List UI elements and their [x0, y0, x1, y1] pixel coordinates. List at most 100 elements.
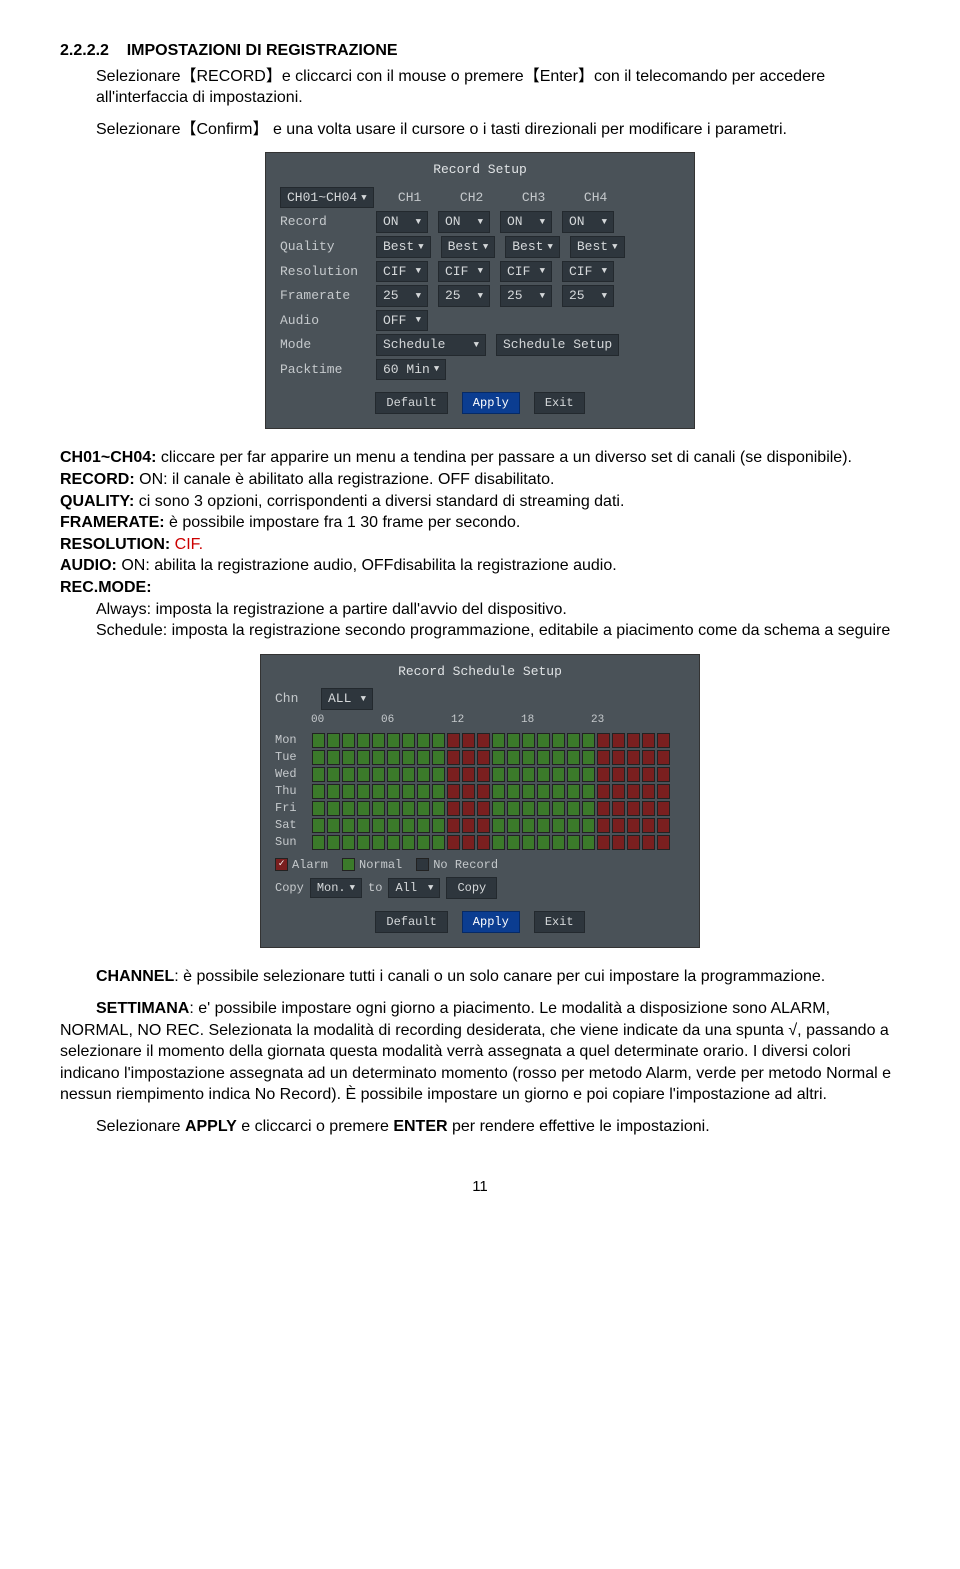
schedule-cell[interactable] — [477, 801, 490, 816]
schedule-cell[interactable] — [522, 733, 535, 748]
schedule-cell[interactable] — [447, 767, 460, 782]
schedule-cell[interactable] — [627, 835, 640, 850]
schedule-cell[interactable] — [447, 801, 460, 816]
schedule-cell[interactable] — [567, 733, 580, 748]
schedule-cell[interactable] — [597, 801, 610, 816]
schedule-cell[interactable] — [582, 784, 595, 799]
schedule-cell[interactable] — [552, 801, 565, 816]
audio-dropdown[interactable]: OFF▼ — [376, 310, 428, 332]
schedule-cell[interactable] — [612, 818, 625, 833]
schedule-cell[interactable] — [582, 750, 595, 765]
schedule-cell[interactable] — [342, 835, 355, 850]
schedule-cell[interactable] — [567, 750, 580, 765]
schedule-cell[interactable] — [537, 784, 550, 799]
schedule-cell[interactable] — [477, 733, 490, 748]
schedule-cell[interactable] — [567, 784, 580, 799]
schedule-cell[interactable] — [327, 767, 340, 782]
schedule-cell[interactable] — [567, 801, 580, 816]
schedule-cell[interactable] — [402, 818, 415, 833]
schedule-cell[interactable] — [657, 784, 670, 799]
schedule-cell[interactable] — [537, 835, 550, 850]
schedule-cell[interactable] — [402, 801, 415, 816]
record-ch3-dropdown[interactable]: ON▼ — [500, 211, 552, 233]
schedule-cell[interactable] — [507, 818, 520, 833]
schedule-cell[interactable] — [387, 818, 400, 833]
schedule-cell[interactable] — [402, 750, 415, 765]
schedule-cell[interactable] — [612, 801, 625, 816]
schedule-cell[interactable] — [372, 818, 385, 833]
schedule-cell[interactable] — [432, 767, 445, 782]
schedule-cell[interactable] — [462, 835, 475, 850]
schedule-cell[interactable] — [342, 784, 355, 799]
schedule-cell[interactable] — [477, 835, 490, 850]
schedule-cell[interactable] — [522, 801, 535, 816]
schedule-cell[interactable] — [477, 784, 490, 799]
schedule-cell[interactable] — [357, 835, 370, 850]
schedule-cell[interactable] — [492, 801, 505, 816]
copy-to-dropdown[interactable]: All▼ — [388, 878, 440, 898]
schedule-cell[interactable] — [657, 818, 670, 833]
schedule-cell[interactable] — [597, 750, 610, 765]
schedule-cell[interactable] — [507, 801, 520, 816]
schedule-cell[interactable] — [567, 767, 580, 782]
schedule-cell[interactable] — [462, 818, 475, 833]
schedule-cell[interactable] — [627, 767, 640, 782]
schedule-cell[interactable] — [627, 784, 640, 799]
schedule-cell[interactable] — [507, 784, 520, 799]
schedule-cell[interactable] — [642, 767, 655, 782]
framerate-ch3-dropdown[interactable]: 25▼ — [500, 285, 552, 307]
schedule-cell[interactable] — [462, 750, 475, 765]
copy-button[interactable]: Copy — [446, 877, 497, 899]
apply-button[interactable]: Apply — [462, 392, 520, 414]
schedule-cell[interactable] — [507, 767, 520, 782]
schedule-cell[interactable] — [582, 818, 595, 833]
exit-button[interactable]: Exit — [534, 392, 585, 414]
quality-ch1-dropdown[interactable]: Best▼ — [376, 236, 431, 258]
default-button[interactable]: Default — [375, 911, 447, 933]
packtime-dropdown[interactable]: 60 Min▼ — [376, 359, 446, 381]
schedule-cell[interactable] — [612, 835, 625, 850]
schedule-cell[interactable] — [537, 767, 550, 782]
schedule-cell[interactable] — [627, 733, 640, 748]
quality-ch3-dropdown[interactable]: Best▼ — [505, 236, 560, 258]
schedule-cell[interactable] — [417, 750, 430, 765]
schedule-cell[interactable] — [402, 784, 415, 799]
schedule-cell[interactable] — [387, 784, 400, 799]
schedule-cell[interactable] — [357, 750, 370, 765]
schedule-cell[interactable] — [642, 801, 655, 816]
schedule-cell[interactable] — [372, 784, 385, 799]
schedule-cell[interactable] — [522, 750, 535, 765]
schedule-cell[interactable] — [432, 750, 445, 765]
schedule-cell[interactable] — [477, 750, 490, 765]
schedule-cell[interactable] — [567, 818, 580, 833]
schedule-setup-button[interactable]: Schedule Setup — [496, 334, 619, 356]
schedule-cell[interactable] — [312, 767, 325, 782]
schedule-cell[interactable] — [642, 784, 655, 799]
schedule-cell[interactable] — [372, 835, 385, 850]
schedule-cell[interactable] — [477, 767, 490, 782]
schedule-cell[interactable] — [462, 767, 475, 782]
schedule-cell[interactable] — [597, 835, 610, 850]
schedule-cell[interactable] — [432, 784, 445, 799]
resolution-ch4-dropdown[interactable]: CIF▼ — [562, 261, 614, 283]
schedule-cell[interactable] — [537, 750, 550, 765]
schedule-cell[interactable] — [492, 750, 505, 765]
alarm-checkbox[interactable]: ✓ — [275, 858, 288, 871]
schedule-cell[interactable] — [312, 835, 325, 850]
schedule-cell[interactable] — [447, 750, 460, 765]
schedule-cell[interactable] — [432, 801, 445, 816]
schedule-cell[interactable] — [327, 801, 340, 816]
schedule-cell[interactable] — [372, 750, 385, 765]
schedule-cell[interactable] — [417, 784, 430, 799]
channel-range-dropdown[interactable]: CH01~CH04▼ — [280, 187, 374, 209]
copy-from-dropdown[interactable]: Mon.▼ — [310, 878, 362, 898]
schedule-grid[interactable]: MonTueWedThuFriSatSun — [275, 732, 685, 851]
schedule-cell[interactable] — [462, 801, 475, 816]
schedule-cell[interactable] — [657, 801, 670, 816]
quality-ch4-dropdown[interactable]: Best▼ — [570, 236, 625, 258]
schedule-cell[interactable] — [612, 750, 625, 765]
chn-dropdown[interactable]: ALL▼ — [321, 688, 373, 710]
schedule-cell[interactable] — [507, 733, 520, 748]
schedule-cell[interactable] — [312, 784, 325, 799]
schedule-cell[interactable] — [357, 801, 370, 816]
